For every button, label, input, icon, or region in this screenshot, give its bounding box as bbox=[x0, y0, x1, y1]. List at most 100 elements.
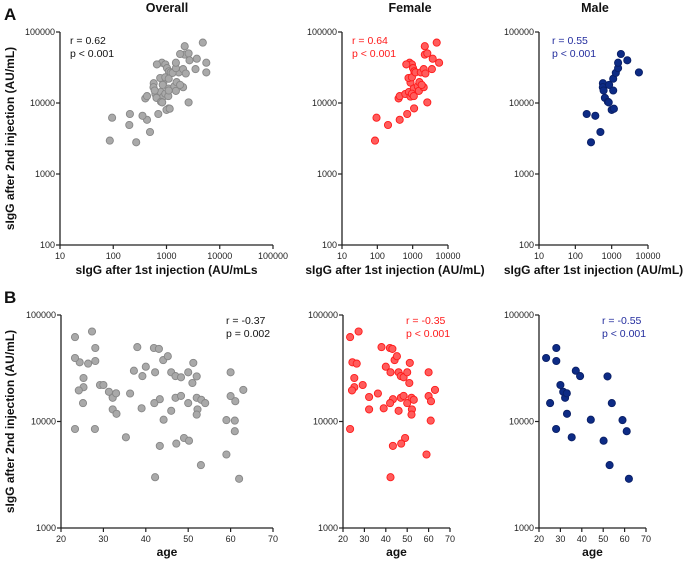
x-axis-label: sIgG after 1st injection (AU/mL) bbox=[504, 263, 683, 277]
data-point bbox=[188, 378, 197, 388]
data-point bbox=[99, 380, 108, 390]
data-point bbox=[159, 415, 168, 424]
y-tick-label: 100000 bbox=[307, 27, 337, 37]
data-point bbox=[184, 399, 193, 408]
x-tick-label: 10 bbox=[337, 251, 347, 261]
y-tick-label: 100000 bbox=[504, 310, 534, 320]
data-point bbox=[426, 397, 436, 406]
data-point bbox=[417, 80, 426, 89]
data-point bbox=[386, 368, 395, 377]
data-point bbox=[142, 92, 152, 101]
y-tick-label: 1000 bbox=[514, 169, 534, 179]
data-point bbox=[582, 109, 591, 119]
x-tick-label: 60 bbox=[620, 534, 630, 544]
data-point bbox=[556, 380, 565, 390]
data-point bbox=[395, 115, 404, 124]
data-point bbox=[346, 333, 355, 342]
y-tick-label: 10000 bbox=[509, 98, 534, 108]
y-tick-label: 100000 bbox=[308, 310, 338, 320]
correlation-r-label: r = -0.55 bbox=[602, 315, 642, 327]
data-point bbox=[189, 358, 198, 367]
correlation-r-label: r = 0.62 bbox=[70, 35, 106, 47]
panel-letter-a: A bbox=[4, 5, 16, 24]
data-point bbox=[383, 120, 393, 130]
data-point bbox=[562, 409, 572, 418]
data-point bbox=[192, 410, 201, 419]
data-point bbox=[133, 343, 142, 352]
x-tick-label: 70 bbox=[445, 534, 455, 544]
y-tick-label: 10000 bbox=[30, 98, 55, 108]
y-tick-label: 100 bbox=[40, 240, 55, 250]
data-point bbox=[191, 65, 200, 74]
x-tick-label: 1000 bbox=[156, 251, 176, 261]
data-point bbox=[609, 86, 618, 95]
data-point bbox=[151, 368, 160, 377]
x-tick-label: 100000 bbox=[258, 251, 288, 261]
data-point bbox=[614, 58, 623, 67]
data-point bbox=[386, 399, 395, 408]
data-point bbox=[126, 389, 135, 398]
data-point bbox=[346, 424, 355, 434]
data-point bbox=[158, 80, 167, 89]
data-point bbox=[185, 56, 194, 65]
data-point bbox=[164, 74, 173, 83]
data-point bbox=[347, 386, 357, 395]
x-tick-label: 50 bbox=[598, 534, 608, 544]
data-point bbox=[603, 372, 612, 381]
data-point bbox=[410, 104, 419, 113]
panel-b-male: 20 30 40 50 60 70 1000 10000 100000 age r = -0.55p… bbox=[504, 310, 651, 559]
data-point bbox=[184, 436, 194, 445]
x-tick-label: 20 bbox=[534, 534, 544, 544]
data-point bbox=[79, 373, 88, 383]
data-point bbox=[231, 397, 240, 406]
data-point bbox=[129, 366, 138, 375]
data-point bbox=[420, 42, 429, 51]
panel-a-female: 10 100 1000 10000100100010000100000FemalesI… bbox=[305, 1, 484, 277]
data-point bbox=[386, 473, 395, 482]
data-point bbox=[137, 404, 146, 413]
data-point bbox=[397, 439, 406, 448]
data-point bbox=[132, 138, 141, 147]
data-point bbox=[403, 399, 412, 408]
data-point bbox=[546, 399, 555, 408]
data-point bbox=[125, 109, 134, 119]
data-point bbox=[158, 98, 167, 107]
data-point bbox=[167, 406, 176, 415]
data-point bbox=[399, 391, 408, 400]
data-point bbox=[428, 54, 437, 63]
data-point bbox=[354, 327, 363, 336]
data-point bbox=[365, 405, 374, 414]
x-axis-label: age bbox=[157, 545, 178, 559]
data-point bbox=[586, 415, 595, 424]
panel-title: Male bbox=[581, 1, 609, 15]
data-point bbox=[423, 49, 432, 58]
data-point bbox=[607, 399, 616, 408]
data-point bbox=[141, 362, 150, 371]
data-point bbox=[196, 461, 205, 470]
data-point bbox=[201, 399, 210, 408]
data-point bbox=[150, 399, 159, 408]
x-axis-label: age bbox=[582, 545, 603, 559]
data-point bbox=[591, 111, 600, 120]
data-point bbox=[403, 109, 412, 119]
x-tick-label: 100 bbox=[568, 251, 583, 261]
data-point bbox=[125, 120, 134, 130]
data-point bbox=[552, 356, 561, 366]
x-tick-label: 70 bbox=[641, 534, 651, 544]
data-point bbox=[377, 343, 386, 352]
data-point bbox=[623, 56, 632, 65]
data-point bbox=[622, 427, 631, 436]
data-point bbox=[230, 416, 239, 425]
y-axis-label: sIgG after 2nd injection (AU/mL) bbox=[3, 330, 17, 513]
data-point bbox=[155, 395, 164, 404]
data-point bbox=[90, 424, 99, 434]
correlation-r-label: r = 0.64 bbox=[352, 35, 388, 47]
data-point bbox=[121, 433, 130, 442]
data-point bbox=[599, 86, 608, 95]
data-point bbox=[91, 343, 100, 353]
data-point bbox=[192, 54, 201, 63]
y-tick-label: 1000 bbox=[317, 169, 337, 179]
data-point bbox=[84, 359, 93, 368]
y-tick-label: 100000 bbox=[25, 27, 55, 37]
data-point bbox=[409, 395, 418, 404]
